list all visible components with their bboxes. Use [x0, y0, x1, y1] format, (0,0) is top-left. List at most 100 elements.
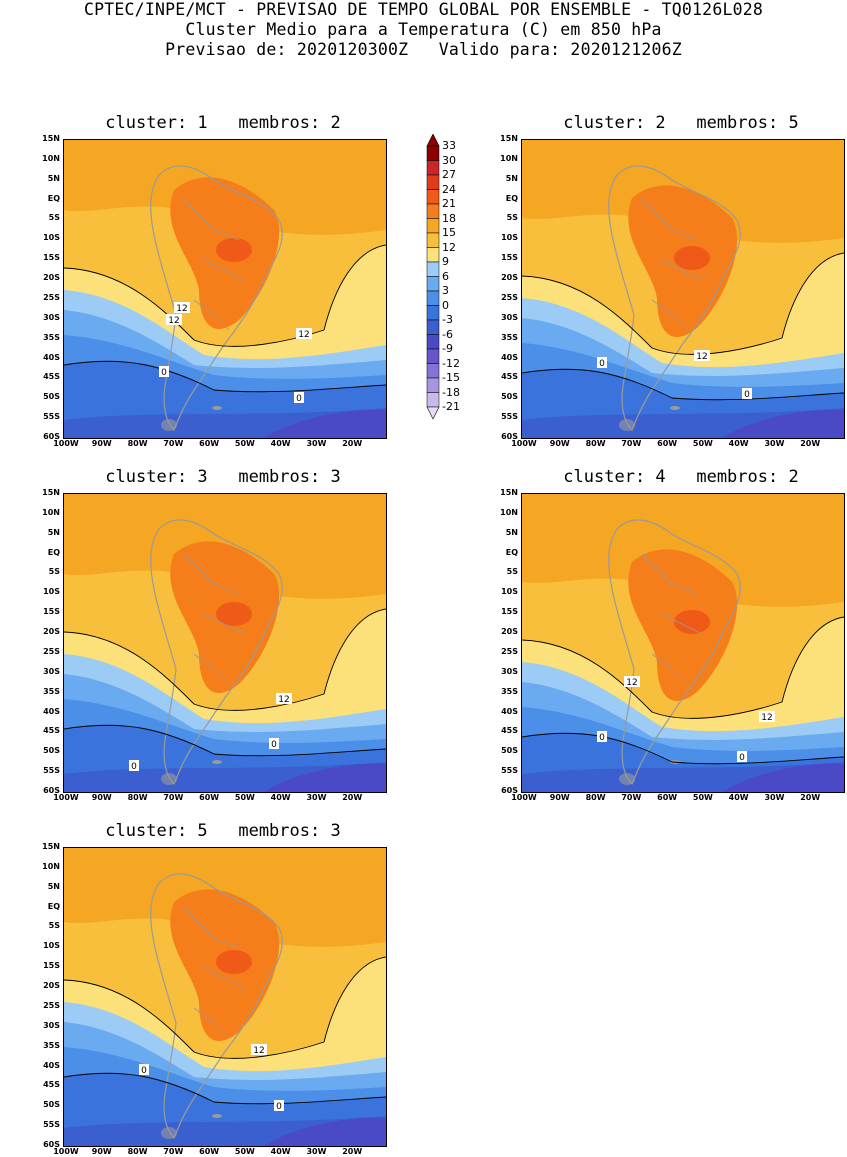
lat-tick-label: 15N — [42, 134, 60, 143]
lon-tick-label: 20W — [342, 1147, 363, 1156]
colorbar-label: 3 — [442, 284, 449, 297]
contour-label-bg — [597, 357, 607, 368]
colorbar-label: 12 — [442, 240, 456, 254]
colorbar-label: -15 — [442, 371, 460, 384]
contour-label-bg — [129, 760, 139, 771]
lon-tick-label: 80W — [585, 793, 606, 802]
contour-label-bg — [737, 751, 747, 762]
colorbar-swatch — [426, 305, 440, 321]
colorbar-label: -21 — [442, 400, 460, 413]
lat-tick-label: 5N — [47, 527, 60, 537]
contour-line-0 — [522, 368, 844, 401]
lon-tick-label: 100W — [53, 1147, 79, 1156]
colorbar-label: -3 — [442, 313, 453, 326]
lat-tick-label: 15S — [43, 607, 60, 617]
lat-tick-label: 40S — [501, 706, 518, 716]
lat-tick-label: 15N — [500, 134, 518, 143]
lat-tick-label: 55S — [43, 766, 60, 776]
contour-line-12 — [64, 608, 386, 711]
coastline — [150, 519, 283, 786]
colorbar-swatch — [426, 203, 440, 219]
panel-title-3: cluster: 3 membros: 3 — [105, 467, 341, 487]
lat-tick-label: 45S — [501, 726, 518, 736]
lon-tick-label: 80W — [127, 793, 148, 802]
lat-tick-label: 5S — [48, 567, 60, 577]
contour-line-12 — [64, 956, 386, 1059]
tierra-del-fuego — [161, 419, 177, 431]
lon-tick-label: 40W — [270, 1147, 291, 1156]
tierra-del-fuego — [161, 773, 177, 785]
lon-tick-label: 80W — [127, 439, 148, 448]
contour-label-bg — [276, 693, 292, 704]
falklands — [212, 1114, 222, 1118]
lat-tick-label: 10N — [42, 861, 60, 871]
lat-tick-label: 60S — [43, 432, 60, 441]
colorbar-swatch — [426, 174, 440, 190]
colorbar-swatch — [426, 377, 440, 393]
field-band-24 — [674, 610, 710, 634]
lat-tick-label: 55S — [43, 412, 60, 422]
contour-label: 0 — [161, 368, 167, 378]
colorbar-swatch — [426, 218, 440, 234]
lon-tick-label: 50W — [234, 793, 255, 802]
contour-label-bg — [759, 711, 775, 722]
lon-tick-label: 60W — [657, 793, 678, 802]
colorbar: 33 30 27 24 21 18 15 12 9 6 3 0 -3 -6 -9 -12 -15 -18 -21 — [424, 134, 484, 444]
lat-tick-label: 5N — [47, 881, 60, 891]
map-panel-3: 12 0 0 — [63, 493, 387, 793]
lat-tick-label: 5N — [505, 173, 518, 183]
falklands — [212, 406, 222, 410]
lat-tick-label: 40S — [501, 352, 518, 362]
contour-label-bg — [742, 388, 752, 399]
colorbar-top-arrow — [426, 134, 440, 147]
lat-tick-label: 30S — [43, 1020, 60, 1030]
lat-tick-label: 40S — [43, 352, 60, 362]
lat-tick-label: 15S — [501, 253, 518, 263]
contour-line-12 — [64, 244, 386, 347]
lat-tick-label: 45S — [501, 372, 518, 382]
colorbar-swatch — [426, 319, 440, 335]
contour-label-bg — [274, 1100, 284, 1111]
lat-tick-label: 60S — [501, 432, 518, 441]
colorbar-label: 15 — [442, 226, 456, 239]
lat-tick-label: 25S — [501, 646, 518, 656]
colorbar-swatch — [426, 363, 440, 379]
contour-label: 0 — [276, 1102, 282, 1112]
contour-label: 12 — [696, 352, 707, 362]
colorbar-swatch — [426, 276, 440, 292]
falklands — [212, 760, 222, 764]
map-panel-5: 12 0 0 — [63, 847, 387, 1147]
contour-label: 12 — [298, 330, 309, 340]
field-band-24 — [216, 950, 252, 974]
lon-tick-label: 100W — [511, 439, 537, 448]
colorbar-label: 21 — [442, 197, 456, 210]
lat-tick-label: 5S — [506, 567, 518, 577]
lat-tick-label: 10N — [42, 153, 60, 163]
contour-label-bg — [597, 731, 607, 742]
map-panel-2: 12 0 0 — [521, 139, 845, 439]
map-panel-4: 12 12 0 0 — [521, 493, 845, 793]
contour-label: 0 — [599, 359, 605, 369]
panel-title-4: cluster: 4 membros: 2 — [563, 467, 799, 487]
colorbar-swatch — [426, 261, 440, 277]
lon-tick-label: 80W — [127, 1147, 148, 1156]
field-band-18 — [522, 494, 844, 607]
lon-tick-label: 100W — [511, 793, 537, 802]
lat-tick-label: 10S — [501, 233, 518, 243]
map-panel-1: 12 12 12 0 0 — [63, 139, 387, 439]
lon-tick-label: 80W — [585, 439, 606, 448]
lat-tick-label: 55S — [501, 412, 518, 422]
lon-tick-label: 40W — [728, 439, 749, 448]
contour-label: 0 — [744, 390, 750, 400]
lat-tick-label: 30S — [501, 312, 518, 322]
contour-label-bg — [294, 392, 304, 403]
colorbar-label: 6 — [442, 269, 449, 283]
field-band-neg6 — [722, 763, 844, 792]
lat-tick-label: 25S — [43, 646, 60, 656]
lon-tick-label: 60W — [199, 439, 220, 448]
field-band-neg6 — [264, 1117, 386, 1146]
colorbar-swatch — [426, 232, 440, 248]
lat-tick-label: 15S — [501, 607, 518, 617]
lat-tick-label: 45S — [43, 1080, 60, 1090]
lon-tick-label: 40W — [270, 439, 291, 448]
